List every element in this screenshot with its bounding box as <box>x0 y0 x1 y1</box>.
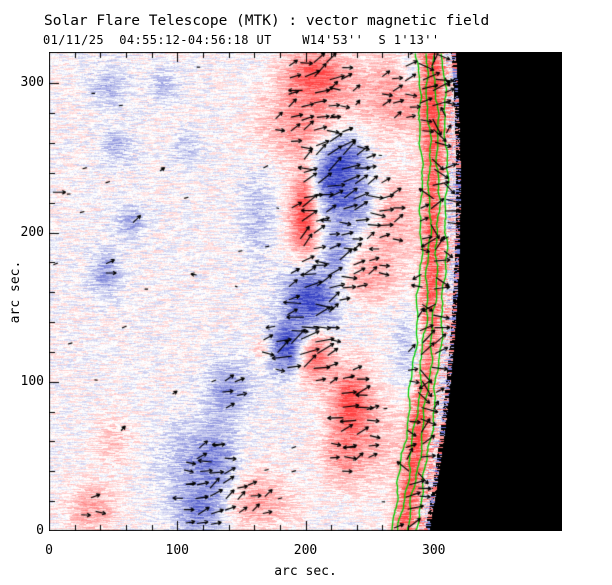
y-tick-label: 200 <box>20 224 44 240</box>
y-tick-label: 100 <box>20 373 44 389</box>
x-tick-label: 300 <box>422 543 446 558</box>
y-tick-label: 300 <box>20 75 44 91</box>
magnetogram-canvas <box>49 52 562 531</box>
x-axis-label: arc sec. <box>274 564 337 579</box>
x-tick-label: 200 <box>293 543 318 558</box>
x-tick-label: 100 <box>165 543 189 558</box>
figure-subtitle: 01/11/25 04:55:12-04:56:18 UT W14'53'' S… <box>43 33 440 47</box>
y-tick-label: 0 <box>36 523 44 538</box>
plot-frame <box>49 52 562 531</box>
figure-title: Solar Flare Telescope (MTK) : vector mag… <box>44 13 490 29</box>
y-axis-label: arc sec. <box>8 260 23 324</box>
x-tick-label: 0 <box>45 543 53 558</box>
